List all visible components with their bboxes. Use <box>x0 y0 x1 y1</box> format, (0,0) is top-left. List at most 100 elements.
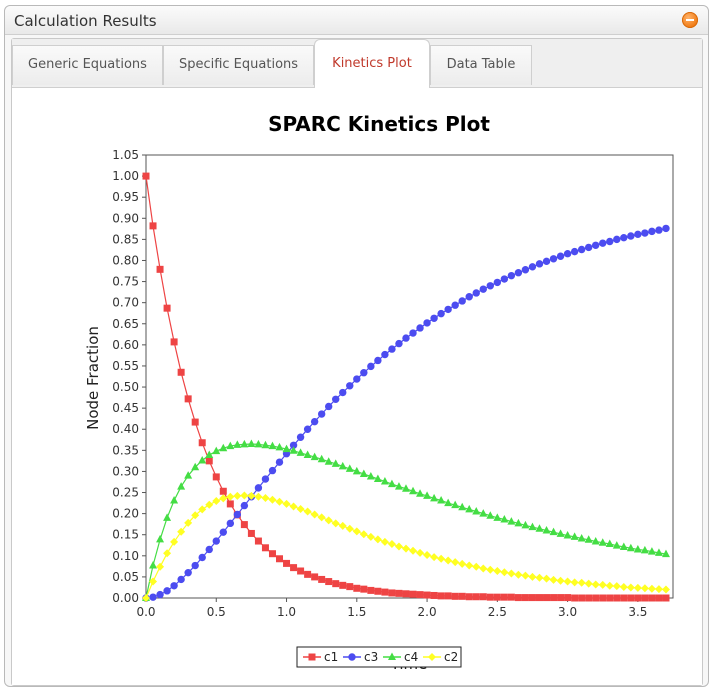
data-point-c3 <box>528 263 537 271</box>
data-point-c3 <box>599 239 607 247</box>
data-point-c2 <box>366 532 375 541</box>
series-layer <box>142 172 670 602</box>
data-point-c2 <box>493 566 502 575</box>
data-point-c1 <box>360 585 368 593</box>
data-point-c4 <box>437 496 446 504</box>
data-point-c1 <box>578 594 586 602</box>
data-point-c4 <box>640 545 649 554</box>
data-point-c4 <box>549 527 558 536</box>
data-point-c3 <box>641 229 649 237</box>
data-point-c3 <box>149 593 157 601</box>
data-point-c4 <box>577 534 586 542</box>
y-tick-label: 1.00 <box>112 169 139 183</box>
data-point-c3 <box>212 537 220 545</box>
data-point-c4 <box>205 450 214 458</box>
data-point-c4 <box>331 459 340 467</box>
data-point-c3 <box>233 510 242 519</box>
data-point-c1 <box>395 589 403 597</box>
data-point-c3 <box>514 269 523 277</box>
data-point-c1 <box>592 594 600 602</box>
legend: c1 c3 c4 c2 <box>296 646 462 668</box>
data-point-c2 <box>170 537 179 546</box>
data-point-c3 <box>324 402 333 411</box>
tab-data-table[interactable]: Data Table <box>430 45 532 85</box>
data-point-c4 <box>387 479 396 488</box>
data-point-c2 <box>303 507 312 516</box>
data-point-c1 <box>353 584 361 592</box>
data-point-c4 <box>507 517 516 525</box>
data-point-c2 <box>401 544 410 553</box>
data-point-c2 <box>387 539 396 548</box>
data-point-c2 <box>268 495 277 504</box>
tab-specific-equations[interactable]: Specific Equations <box>163 45 314 85</box>
tab-bar: Generic Equations Specific Equations Kin… <box>12 39 702 88</box>
y-tick-label: 0.30 <box>112 464 139 478</box>
data-point-c2 <box>331 519 340 528</box>
data-point-c2 <box>458 559 467 568</box>
data-point-c1 <box>655 594 663 602</box>
data-point-c1 <box>381 588 389 596</box>
data-point-c1 <box>268 550 276 558</box>
data-point-c1 <box>430 591 438 599</box>
data-point-c3 <box>648 227 656 236</box>
data-point-c2 <box>437 554 446 563</box>
data-point-c2 <box>233 491 242 500</box>
data-point-c3 <box>423 319 431 327</box>
series-c4 <box>142 439 670 601</box>
data-point-c4 <box>654 548 663 556</box>
data-point-c1 <box>543 594 551 602</box>
data-point-c2 <box>212 496 221 505</box>
data-point-c3 <box>240 501 249 510</box>
tab-generic-equations[interactable]: Generic Equations <box>12 45 163 85</box>
minus-circle-icon[interactable] <box>682 12 698 28</box>
data-point-c1 <box>261 544 269 552</box>
data-point-c3 <box>226 519 235 528</box>
data-point-c1 <box>191 418 199 426</box>
data-point-c3 <box>360 369 368 377</box>
data-point-c4 <box>282 444 291 453</box>
data-point-c3 <box>205 545 213 554</box>
tab-kinetics-plot[interactable]: Kinetics Plot <box>314 39 430 88</box>
data-point-c1 <box>212 473 220 481</box>
data-point-c3 <box>563 250 572 258</box>
data-point-c3 <box>395 339 403 348</box>
data-point-c3 <box>556 252 565 260</box>
data-point-c1 <box>479 593 487 601</box>
data-point-c3 <box>268 466 277 475</box>
data-point-c2 <box>219 494 228 503</box>
data-point-c2 <box>500 568 509 577</box>
data-point-c4 <box>247 439 256 448</box>
data-point-c2 <box>535 573 544 582</box>
data-point-c1 <box>388 589 396 597</box>
data-point-c2 <box>275 497 284 506</box>
data-point-c2 <box>359 530 368 539</box>
data-point-c3 <box>627 232 635 240</box>
data-point-c4 <box>612 541 621 549</box>
data-point-c3 <box>353 375 361 383</box>
tab-container: Generic Equations Specific Equations Kin… <box>11 38 703 686</box>
data-point-c2 <box>451 558 460 567</box>
data-point-c2 <box>647 584 656 593</box>
y-tick-label: 0.55 <box>112 359 139 373</box>
y-tick-label: 0.10 <box>112 549 139 563</box>
data-point-c3 <box>613 235 621 244</box>
data-point-c3 <box>465 293 473 301</box>
data-point-c1 <box>325 578 333 586</box>
data-point-c1 <box>142 172 150 180</box>
data-point-c3 <box>198 553 206 562</box>
data-point-c4 <box>324 457 333 465</box>
data-point-c1 <box>149 222 157 230</box>
data-point-c1 <box>486 593 494 601</box>
data-point-c4 <box>233 440 242 448</box>
data-point-c1 <box>254 537 262 545</box>
data-point-c3 <box>472 289 480 297</box>
data-point-c4 <box>514 518 523 527</box>
data-point-c1 <box>500 593 508 601</box>
data-point-c3 <box>437 309 445 318</box>
y-tick-label: 0.15 <box>112 528 139 542</box>
y-tick-label: 0.50 <box>112 380 139 394</box>
legend-label-c3: c3 <box>364 650 378 664</box>
data-point-c3 <box>289 441 298 449</box>
data-point-c2 <box>626 583 635 592</box>
data-point-c2 <box>563 577 572 586</box>
